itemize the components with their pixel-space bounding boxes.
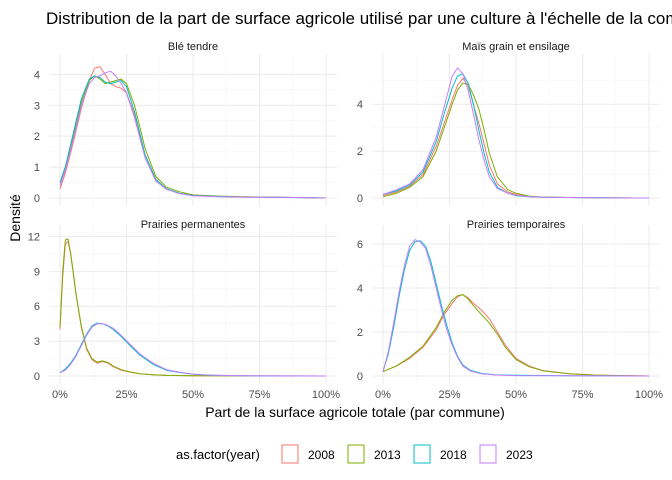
legend-label: 2008	[308, 448, 335, 462]
y-tick-label: 0	[34, 371, 40, 383]
y-tick-label: 0	[34, 193, 40, 205]
y-tick-label: 4	[34, 69, 40, 81]
panel-ble-tendre: Blé tendre 0 1 2 3 4	[34, 41, 337, 206]
legend-label: 2018	[440, 448, 467, 462]
legend-title: as.factor(year)	[176, 447, 260, 462]
series-line-2023	[59, 323, 327, 377]
legend-item-2008: 2008	[279, 442, 335, 466]
legend-item-2018: 2018	[411, 442, 467, 466]
legend-key-box	[345, 442, 367, 466]
y-tick-label: 2	[357, 327, 363, 339]
legend-label: 2023	[506, 448, 533, 462]
y-tick-label: 9	[34, 266, 40, 278]
x-axis-title: Part de la surface agricole totale (par …	[205, 404, 505, 420]
x-tick-label: 50%	[505, 389, 527, 401]
y-tick-label: 4	[357, 99, 363, 111]
legend-key-swatch	[347, 444, 365, 464]
chart-title: Distribution de la part de surface agric…	[46, 9, 672, 28]
x-tick-label: 75%	[571, 389, 593, 401]
facet-strip-label: Blé tendre	[168, 41, 218, 53]
x-tick-label: 100%	[312, 389, 340, 401]
y-tick-label: 6	[34, 301, 40, 313]
x-tick-label: 0%	[375, 389, 391, 401]
y-tick-label: 3	[34, 100, 40, 112]
panel-mais-grain-et-ensilage: Maïs grain et ensilage 0 2 4	[357, 41, 660, 206]
x-tick-label: 25%	[438, 389, 460, 401]
x-tick-label: 75%	[248, 389, 270, 401]
y-tick-label: 2	[357, 146, 363, 158]
x-tick-label: 0%	[52, 389, 68, 401]
y-tick-label: 1	[34, 162, 40, 174]
y-axis-title: Densité	[7, 194, 23, 242]
legend-label: 2013	[374, 448, 401, 462]
x-tick-label: 25%	[115, 389, 137, 401]
y-tick-label: 0	[357, 193, 363, 205]
legend: as.factor(year) 2008 2013 2018 2023	[176, 442, 533, 466]
series-line-2023	[59, 70, 327, 199]
legend-key-swatch	[413, 444, 431, 464]
x-tick-label: 100%	[635, 389, 663, 401]
y-tick-label: 3	[34, 336, 40, 348]
series-line-2023	[382, 239, 650, 377]
legend-item-2023: 2023	[477, 442, 533, 466]
legend-key-swatch	[281, 444, 299, 464]
legend-item-2013: 2013	[345, 442, 401, 466]
facet-strip-label: Maïs grain et ensilage	[462, 41, 570, 53]
legend-key-swatch	[479, 444, 497, 464]
x-tick-label: 50%	[182, 389, 204, 401]
series-line-2013	[59, 238, 327, 377]
y-tick-label: 12	[28, 231, 40, 243]
legend-key-box	[477, 442, 499, 466]
y-tick-label: 4	[357, 283, 363, 295]
series-line-2013	[382, 294, 650, 377]
legend-key-box	[411, 442, 433, 466]
y-tick-label: 6	[357, 239, 363, 251]
y-tick-label: 0	[357, 371, 363, 383]
y-tick-label: 2	[34, 131, 40, 143]
series-line-2023	[382, 67, 650, 199]
legend-key-box	[279, 442, 301, 466]
